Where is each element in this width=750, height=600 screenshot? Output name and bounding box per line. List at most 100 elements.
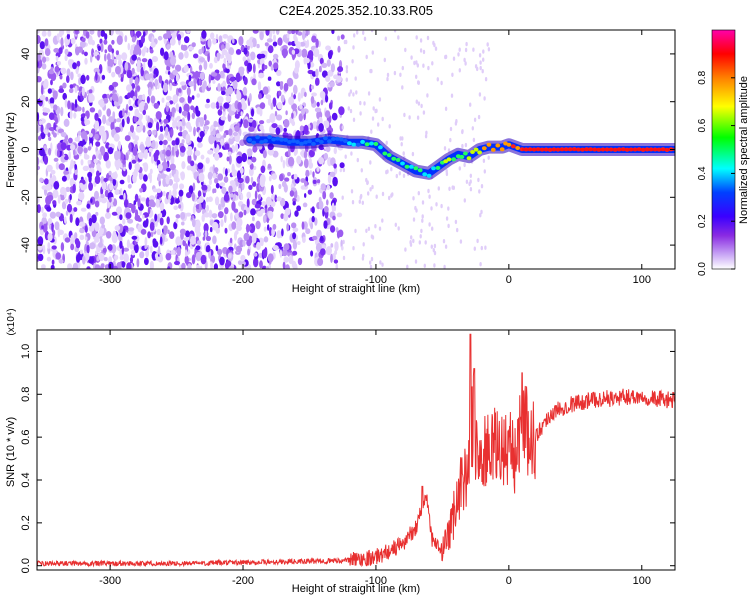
noise-speck [430,206,433,211]
noise-speck [113,58,117,64]
noise-speck [302,236,306,243]
noise-speck [415,99,418,104]
x-tick-label: -300 [99,575,121,587]
noise-speck [276,81,281,87]
noise-speck [208,196,213,202]
noise-speck [184,36,190,44]
noise-speck [37,124,40,133]
noise-speck [44,38,49,47]
noise-speck [320,99,324,106]
noise-speck [52,200,57,205]
noise-speck [422,110,426,115]
noise-speck [459,239,463,244]
track-blob [391,156,397,161]
noise-speck [186,165,192,171]
noise-speck [337,66,344,73]
noise-speck [159,236,163,245]
noise-speck [280,155,283,163]
noise-speck [172,69,178,75]
noise-speck [267,98,272,106]
noise-speck [303,150,308,159]
noise-speck [272,97,277,107]
noise-speck [292,227,299,232]
noise-speck [115,30,121,35]
noise-speck [450,93,454,98]
noise-speck [187,154,192,164]
noise-speck [220,116,227,121]
noise-speck [208,134,215,145]
noise-speck [240,193,244,201]
noise-speck [88,182,93,191]
noise-speck [420,228,423,234]
noise-speck [80,116,84,122]
noise-speck [261,63,266,72]
snr-y-ticks: 0.0 0.2 0.4 0.6 0.8 1.0 [20,344,675,573]
noise-speck [131,54,137,61]
noise-speck [228,185,233,193]
noise-speck [476,238,479,244]
noise-speck [298,113,303,122]
noise-speck [483,96,486,101]
noise-speck [336,230,341,239]
noise-speck [248,184,253,190]
track-blob [339,137,344,142]
noise-speck [482,57,485,62]
noise-speck [170,128,174,137]
noise-speck [319,57,324,65]
noise-speck [431,226,434,231]
noise-speck [147,86,152,97]
track-blob [327,139,332,144]
noise-speck [126,262,132,269]
noise-speck [249,51,256,61]
noise-speck [77,73,81,78]
noise-speck [444,54,448,59]
noise-speck [47,132,51,138]
noise-speck [111,93,118,102]
noise-speck [240,111,243,117]
noise-speck [121,245,125,255]
noise-speck [305,57,310,64]
noise-speck [242,56,247,62]
noise-speck [287,172,291,177]
noise-speck [55,116,58,125]
noise-speck [70,144,76,151]
noise-speck [235,245,243,253]
noise-speck [350,151,353,156]
noise-speck [301,108,306,115]
track-blob [319,139,324,144]
noise-speck [238,211,244,218]
noise-speck [243,232,250,242]
noise-speck [223,132,227,138]
noise-speck [63,170,70,175]
noise-speck [123,253,129,263]
noise-speck [180,212,186,220]
noise-speck [239,167,244,174]
noise-speck [214,178,219,184]
noise-speck [90,198,93,204]
noise-speck [251,234,257,244]
noise-speck [37,204,41,214]
noise-speck [271,227,275,237]
y-tick-label: 40 [20,48,32,60]
noise-speck [91,39,95,46]
noise-speck [207,171,213,180]
noise-speck [188,74,192,82]
noise-speck [160,47,165,56]
noise-speck [236,170,242,181]
track-blob [378,145,383,150]
noise-speck [57,194,61,204]
noise-speck [199,117,205,127]
noise-speck [263,65,268,70]
noise-speck [167,266,171,269]
noise-speck [315,77,320,86]
noise-speck [232,79,238,90]
noise-speck [425,130,428,135]
noise-speck [191,191,195,202]
noise-speck [165,149,171,157]
noise-speck [173,221,178,230]
noise-speck [259,120,265,125]
noise-speck [301,48,308,58]
noise-speck [317,257,324,266]
noise-speck [88,217,93,227]
noise-speck [259,124,264,131]
